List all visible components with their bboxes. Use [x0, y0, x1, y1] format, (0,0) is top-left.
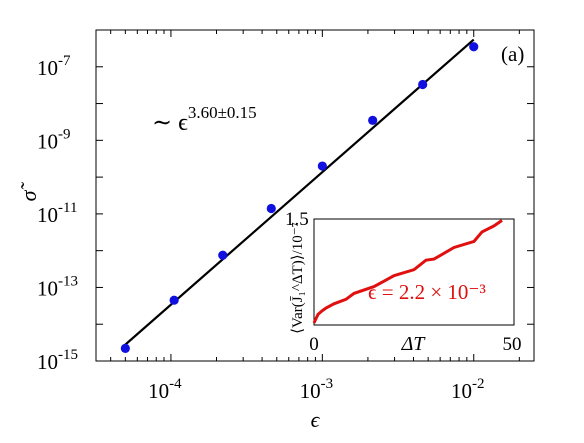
y-tick-label: 10-15 — [37, 347, 78, 374]
data-point — [120, 343, 130, 354]
x-tick-label: 10-4 — [148, 376, 182, 403]
inset-curve — [312, 219, 503, 324]
x-tick-label: 10-3 — [300, 376, 334, 403]
inset-annotation: ϵ = 2.2 × 10⁻³ — [368, 280, 486, 304]
scaling-annotation-prefix: ∼ ϵ — [152, 110, 188, 136]
y-tick-label: 10-9 — [37, 126, 71, 153]
x-tick-label: 10-2 — [451, 376, 485, 403]
main-ticks: 10-4 10-3 10-2 10-15 10-13 10-11 10-9 10-7 — [37, 29, 534, 403]
data-point — [169, 295, 179, 305]
inset-x-tick-label: 50 — [503, 334, 522, 355]
inset-frame — [313, 218, 515, 326]
inset-y-axis-label: ⟨Var(J̄₁^ΔT)⟩/10⁻⁷ — [290, 222, 306, 334]
inset-background — [314, 219, 514, 325]
y-tick-label: 10-13 — [37, 273, 78, 300]
fit-line — [124, 38, 475, 346]
y-axis-label: σ̃ — [16, 182, 41, 202]
data-point — [317, 161, 327, 171]
inset-x-tick-label: 0 — [309, 334, 319, 355]
inset-series — [312, 219, 503, 324]
x-axis-label: ϵ — [311, 407, 321, 432]
data-point — [368, 115, 378, 125]
main-series — [120, 38, 479, 354]
y-tick-label: 10-11 — [37, 200, 77, 227]
y-tick-label: 10-7 — [37, 53, 71, 80]
scaling-annotation-exponent: 3.60±0.15 — [188, 103, 257, 122]
inset-y-tick-label: 1.5 — [285, 209, 309, 230]
data-point — [418, 79, 428, 90]
panel-label: (a) — [501, 42, 524, 66]
inset-ticks: 0 50 1.5 — [285, 209, 522, 355]
data-point — [218, 250, 228, 260]
inset-x-axis-label: ΔT — [401, 333, 427, 355]
scaling-annotation: ∼ ϵ3.60±0.15 — [152, 103, 257, 136]
data-point — [469, 42, 479, 52]
data-point — [266, 203, 276, 214]
